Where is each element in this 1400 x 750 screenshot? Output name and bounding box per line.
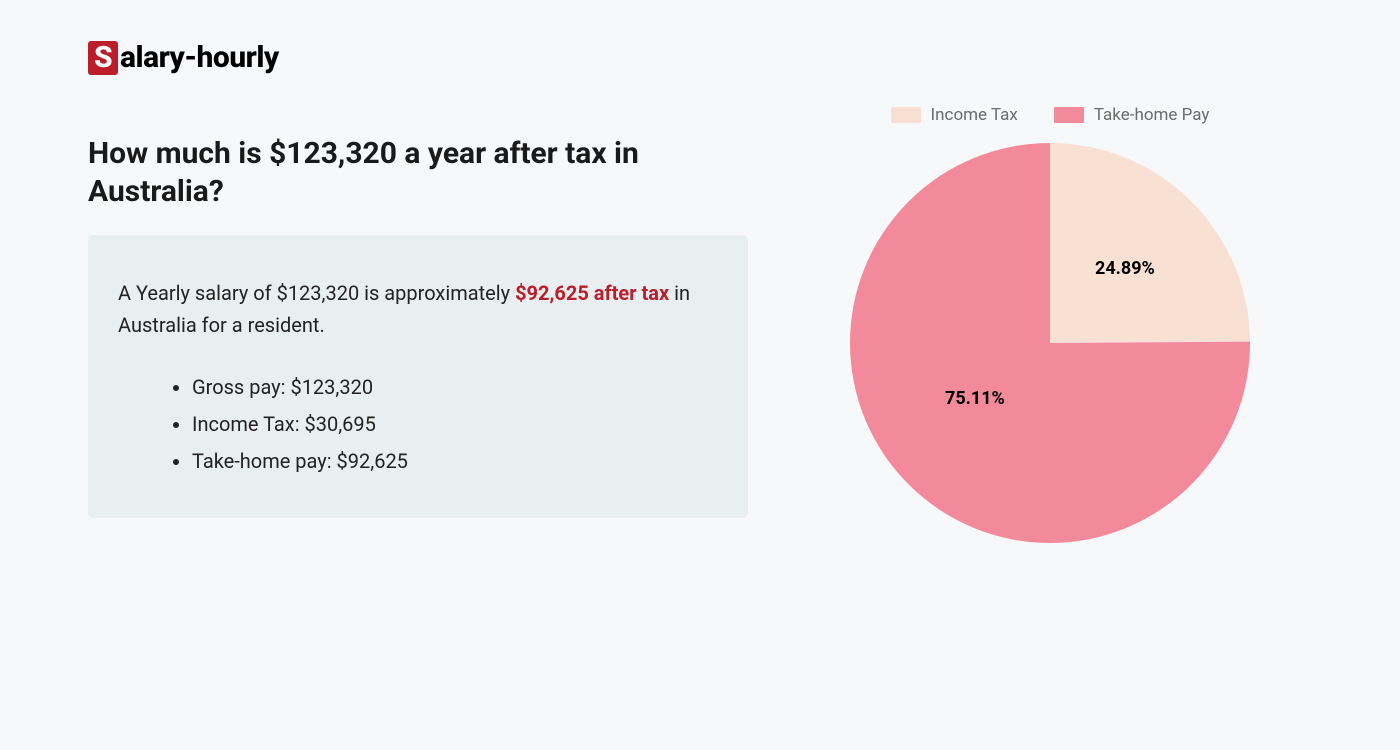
slice-label-income-tax: 24.89% — [1095, 258, 1155, 279]
legend-item-take-home: Take-home Pay — [1054, 105, 1210, 125]
legend-swatch — [891, 107, 921, 123]
pie-svg — [850, 143, 1250, 543]
summary-list: Gross pay: $123,320 Income Tax: $30,695 … — [118, 369, 718, 480]
logo-text: alary-hourly — [120, 40, 279, 75]
chart-legend: Income Tax Take-home Pay — [820, 105, 1280, 125]
list-item: Gross pay: $123,320 — [192, 369, 718, 406]
pie-chart-region: Income Tax Take-home Pay 24.89% 75.11% — [820, 105, 1280, 543]
summary-card: A Yearly salary of $123,320 is approxima… — [88, 235, 748, 518]
legend-label: Take-home Pay — [1094, 105, 1210, 125]
list-item: Income Tax: $30,695 — [192, 406, 718, 443]
site-logo: Salary-hourly — [88, 40, 279, 75]
legend-swatch — [1054, 107, 1084, 123]
logo-badge: S — [88, 41, 118, 75]
summary-prefix: A Yearly salary of $123,320 is approxima… — [118, 281, 515, 305]
legend-item-income-tax: Income Tax — [891, 105, 1018, 125]
slice-label-take-home: 75.11% — [945, 388, 1005, 409]
pie-chart: 24.89% 75.11% — [850, 143, 1250, 543]
page-title: How much is $123,320 a year after tax in… — [88, 135, 728, 210]
summary-sentence: A Yearly salary of $123,320 is approxima… — [118, 277, 718, 341]
summary-highlight: $92,625 after tax — [515, 281, 669, 305]
list-item: Take-home pay: $92,625 — [192, 443, 718, 480]
legend-label: Income Tax — [931, 105, 1018, 125]
